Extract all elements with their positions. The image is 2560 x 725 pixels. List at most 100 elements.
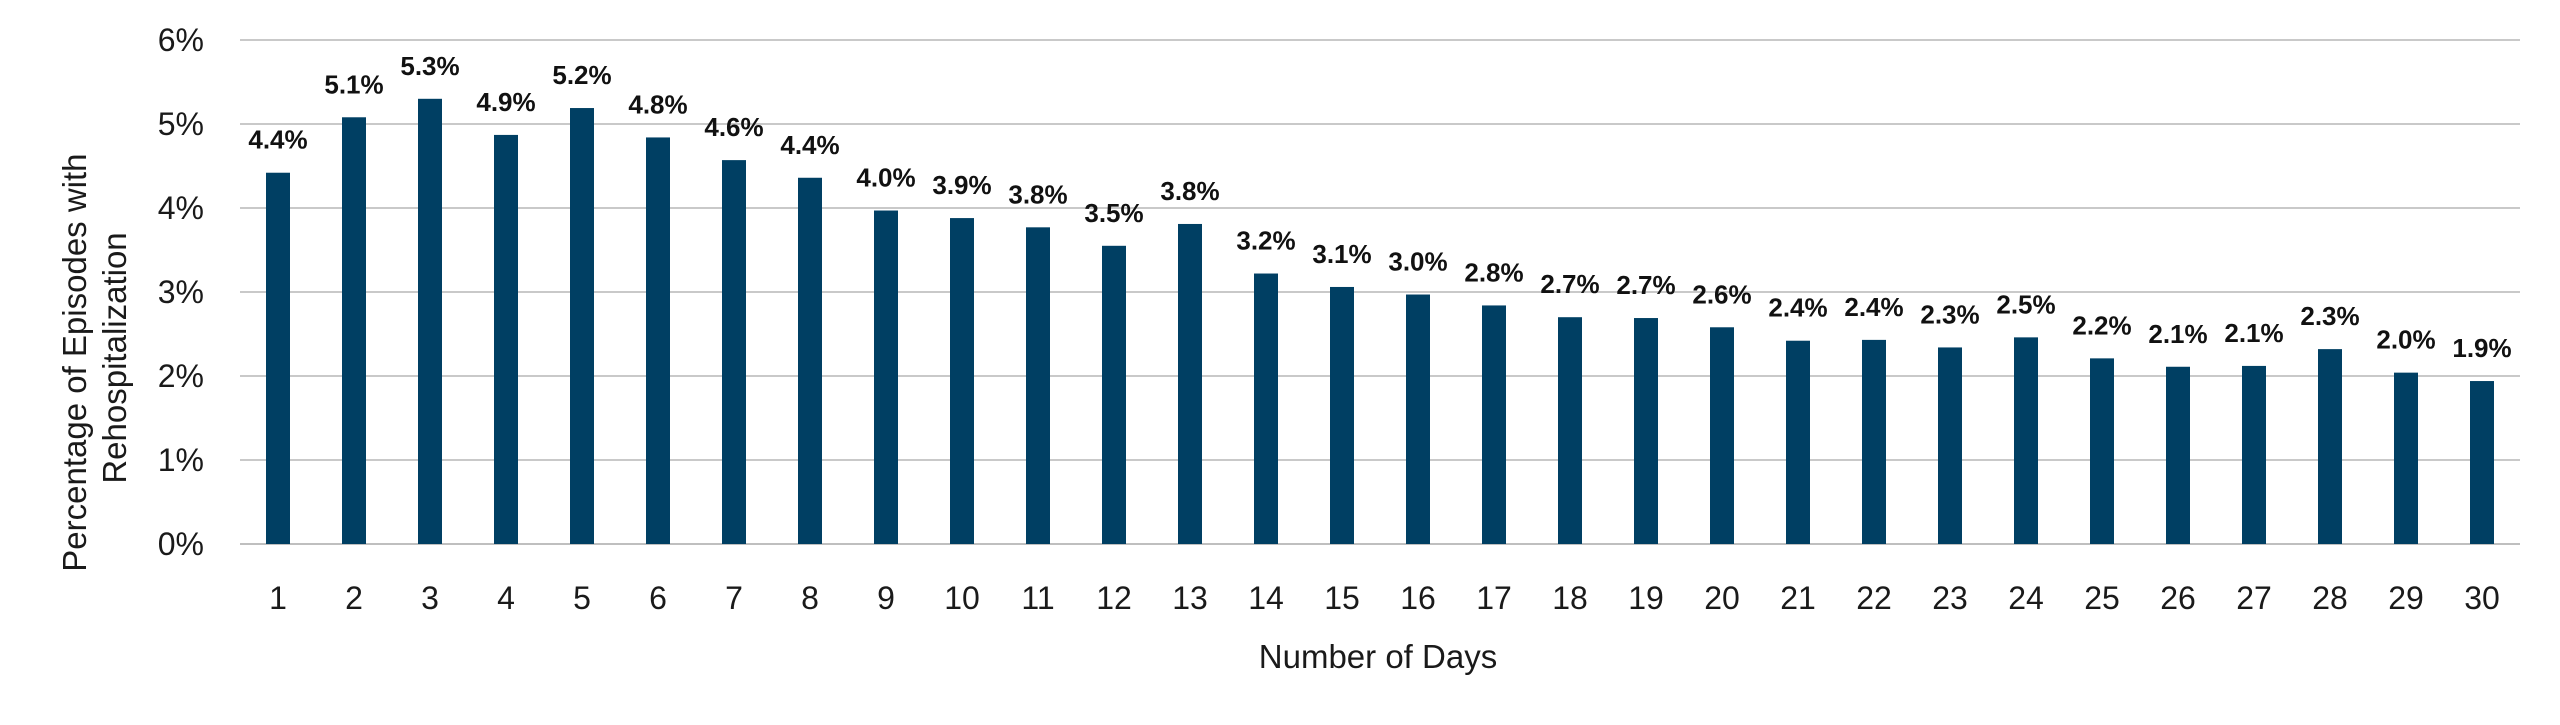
x-tick-label: 6 xyxy=(649,580,667,616)
data-label: 4.4% xyxy=(780,130,839,160)
y-tick-labels: 0% 1% 2% 3% 4% 5% 6% xyxy=(158,22,204,562)
data-label: 5.2% xyxy=(552,60,611,90)
bar xyxy=(950,218,974,544)
y-tick-label: 4% xyxy=(158,190,204,226)
x-tick-labels: 1 2 3 4 5 6 7 8 9 10 11 12 13 14 15 16 17 18 19 20 21 22 23 24 2… xyxy=(269,580,2500,616)
x-tick-label: 3 xyxy=(421,580,439,616)
x-tick-label: 25 xyxy=(2084,580,2120,616)
data-label: 2.0% xyxy=(2376,325,2435,355)
x-tick-label: 24 xyxy=(2008,580,2044,616)
data-label: 3.1% xyxy=(1312,239,1371,269)
bar xyxy=(874,210,898,544)
data-label: 2.7% xyxy=(1540,269,1599,299)
x-tick-label: 10 xyxy=(944,580,980,616)
data-label: 4.4% xyxy=(248,125,307,155)
bar xyxy=(418,98,442,545)
data-label: 2.1% xyxy=(2224,318,2283,348)
bar xyxy=(2394,372,2418,544)
bar xyxy=(2242,365,2266,544)
data-label: 4.9% xyxy=(476,87,535,117)
data-labels: 4.4% 5.1% 5.3% 4.9% 5.2% 4.8% 4.6% 4.4% 4.0% 3.9%… xyxy=(248,51,2511,363)
bar xyxy=(1102,245,1126,545)
data-label: 3.8% xyxy=(1008,179,1067,209)
bar xyxy=(1026,227,1050,544)
bar xyxy=(2470,381,2494,544)
x-tick-label: 13 xyxy=(1172,580,1208,616)
data-label: 3.0% xyxy=(1388,247,1447,277)
bar xyxy=(1406,294,1430,544)
data-label: 2.4% xyxy=(1768,293,1827,323)
data-label: 4.0% xyxy=(856,163,915,193)
bar xyxy=(266,172,290,544)
data-label: 2.8% xyxy=(1464,257,1523,287)
x-tick-label: 21 xyxy=(1780,580,1816,616)
bar xyxy=(646,137,670,544)
y-axis-title-line-2: Rehospitalization xyxy=(96,232,133,483)
x-tick-label: 20 xyxy=(1704,580,1740,616)
x-axis-title: Number of Days xyxy=(1259,638,1497,675)
x-tick-label: 14 xyxy=(1248,580,1284,616)
bar xyxy=(2014,337,2038,544)
x-tick-label: 29 xyxy=(2388,580,2424,616)
data-label: 3.5% xyxy=(1084,198,1143,228)
x-tick-label: 8 xyxy=(801,580,819,616)
x-tick-label: 15 xyxy=(1324,580,1360,616)
bar xyxy=(1482,305,1506,544)
y-tick-label: 6% xyxy=(158,22,204,58)
y-axis-title-line-1: Percentage of Episodes with xyxy=(56,153,93,571)
x-tick-label: 28 xyxy=(2312,580,2348,616)
y-tick-label: 2% xyxy=(158,358,204,394)
data-label: 2.5% xyxy=(1996,289,2055,319)
y-axis-title: Percentage of Episodes with Rehospitaliz… xyxy=(56,144,133,571)
bar xyxy=(1938,347,1962,544)
bars xyxy=(266,98,2494,545)
bar xyxy=(1178,223,1202,544)
bar xyxy=(2090,358,2114,544)
data-label: 3.9% xyxy=(932,170,991,200)
x-tick-label: 7 xyxy=(725,580,743,616)
x-tick-label: 17 xyxy=(1476,580,1512,616)
data-label: 2.7% xyxy=(1616,270,1675,300)
data-label: 3.2% xyxy=(1236,226,1295,256)
x-tick-label: 11 xyxy=(1021,580,1054,616)
data-label: 4.8% xyxy=(628,89,687,119)
x-tick-label: 4 xyxy=(497,580,515,616)
x-tick-label: 5 xyxy=(573,580,591,616)
bar xyxy=(2318,349,2342,544)
x-tick-label: 16 xyxy=(1400,580,1436,616)
bar xyxy=(1862,339,1886,544)
bar xyxy=(722,160,746,544)
x-tick-label: 19 xyxy=(1628,580,1664,616)
y-tick-label: 5% xyxy=(158,106,204,142)
data-label: 5.3% xyxy=(400,51,459,81)
bar xyxy=(494,134,518,545)
bar xyxy=(570,108,594,544)
bar xyxy=(798,177,822,544)
bar xyxy=(342,117,366,544)
x-tick-label: 1 xyxy=(269,580,287,616)
bar xyxy=(1710,327,1734,544)
x-tick-label: 18 xyxy=(1552,580,1588,616)
x-tick-label: 2 xyxy=(345,580,363,616)
data-label: 1.9% xyxy=(2452,333,2511,363)
y-tick-label: 3% xyxy=(158,274,204,310)
data-label: 2.3% xyxy=(1920,299,1979,329)
data-label: 2.6% xyxy=(1692,279,1751,309)
bar xyxy=(1558,317,1582,544)
data-label: 2.3% xyxy=(2300,301,2359,331)
data-label: 2.4% xyxy=(1844,292,1903,322)
y-tick-label: 1% xyxy=(158,442,204,478)
x-tick-label: 22 xyxy=(1856,580,1892,616)
y-tick-label: 0% xyxy=(158,526,204,562)
data-label: 2.2% xyxy=(2072,310,2131,340)
bar xyxy=(1634,318,1658,544)
bar xyxy=(1786,340,1810,544)
gridlines xyxy=(240,39,2520,545)
x-tick-label: 27 xyxy=(2236,580,2272,616)
data-label: 3.8% xyxy=(1160,176,1219,206)
x-tick-label: 23 xyxy=(1932,580,1968,616)
x-tick-label: 9 xyxy=(877,580,895,616)
bar xyxy=(1254,273,1278,544)
bar xyxy=(1330,286,1354,544)
